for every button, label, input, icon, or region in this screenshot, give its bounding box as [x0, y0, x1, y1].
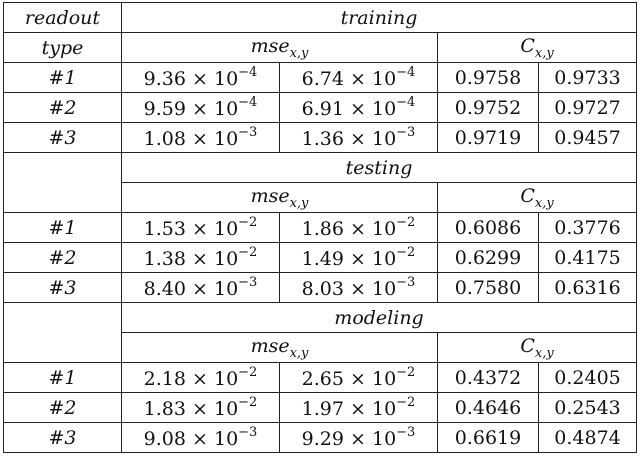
c-y-cell: 0.6316: [537, 272, 638, 303]
readout-id: #3: [3, 422, 122, 453]
table-row: #3 8.40 × 10−3 8.03 × 10−3 0.7580 0.6316: [3, 272, 638, 303]
blank-cell: [3, 302, 122, 363]
mse-x-cell: 9.36 × 10−4: [121, 62, 280, 93]
mse-y-cell: 1.49 × 10−2: [279, 242, 438, 273]
c-x-cell: 0.9719: [437, 122, 539, 153]
readout-id: #3: [3, 122, 122, 153]
metric-header-row: type msex,y Cx,y: [3, 32, 638, 63]
mse-x-cell: 2.18 × 10−2: [121, 362, 280, 393]
blank-cell: [3, 152, 122, 213]
mse-y-cell: 1.86 × 10−2: [279, 212, 438, 243]
c-y-cell: 0.2543: [537, 392, 638, 423]
mse-x-cell: 1.53 × 10−2: [121, 212, 280, 243]
c-y-cell: 0.9457: [537, 122, 638, 153]
mse-y-cell: 9.29 × 10−3: [279, 422, 438, 453]
c-x-cell: 0.9752: [437, 92, 539, 123]
mse-x-cell: 1.08 × 10−3: [121, 122, 280, 153]
type-header: type: [3, 32, 122, 63]
section-header-row: modeling: [3, 302, 638, 363]
mse-x-cell: 8.40 × 10−3: [121, 272, 280, 303]
mse-x-cell: 9.08 × 10−3: [121, 422, 280, 453]
mse-y-cell: 6.91 × 10−4: [279, 92, 438, 123]
mse-header: msex,y: [121, 32, 438, 63]
mse-header: msex,y: [121, 182, 438, 213]
correlation-header: Cx,y: [436, 32, 638, 63]
table-row: #1 2.18 × 10−2 2.65 × 10−2 0.4372 0.2405: [3, 362, 638, 393]
c-x-cell: 0.9758: [437, 62, 539, 93]
mse-y-cell: 2.65 × 10−2: [279, 362, 438, 393]
mse-y-cell: 8.03 × 10−3: [279, 272, 438, 303]
metric-header-row: msex,y Cx,y: [4, 182, 638, 213]
mse-x-cell: 1.83 × 10−2: [121, 392, 280, 423]
c-x-cell: 0.4646: [437, 392, 539, 423]
table-row: #3 9.08 × 10−3 9.29 × 10−3 0.6619 0.4874: [3, 422, 638, 453]
readout-id: #2: [3, 242, 122, 273]
mse-x-cell: 9.59 × 10−4: [121, 92, 280, 123]
c-y-cell: 0.9727: [537, 92, 638, 123]
correlation-header: Cx,y: [436, 182, 638, 213]
table-row: #1 9.36 × 10−4 6.74 × 10−4 0.9758 0.9733: [3, 62, 638, 93]
mse-y-cell: 6.74 × 10−4: [279, 62, 438, 93]
readout-id: #1: [3, 212, 122, 243]
c-x-cell: 0.6619: [437, 422, 539, 453]
c-y-cell: 0.9733: [537, 62, 638, 93]
readout-id: #2: [3, 92, 122, 123]
mse-y-cell: 1.97 × 10−2: [279, 392, 438, 423]
c-x-cell: 0.7580: [437, 272, 539, 303]
section-header-row: testing: [3, 152, 638, 213]
readout-id: #1: [3, 362, 122, 393]
c-x-cell: 0.4372: [437, 362, 539, 393]
mse-x-cell: 1.38 × 10−2: [121, 242, 280, 273]
table-row: #2 1.83 × 10−2 1.97 × 10−2 0.4646 0.2543: [3, 392, 638, 423]
section-label-modeling: modeling: [120, 302, 638, 333]
mse-header: msex,y: [121, 332, 438, 363]
c-y-cell: 0.3776: [537, 212, 638, 243]
c-x-cell: 0.6086: [437, 212, 539, 243]
c-y-cell: 0.2405: [537, 362, 638, 393]
c-x-cell: 0.6299: [437, 242, 539, 273]
table-row: #3 1.08 × 10−3 1.36 × 10−3 0.9719 0.9457: [3, 122, 638, 153]
readout-id: #1: [3, 62, 122, 93]
section-label-training: training: [120, 2, 638, 33]
section-header-row: readout training: [3, 2, 638, 33]
readout-header: readout: [3, 2, 122, 33]
c-y-cell: 0.4874: [537, 422, 638, 453]
table-row: #2 1.38 × 10−2 1.49 × 10−2 0.6299 0.4175: [3, 242, 638, 273]
section-label-testing: testing: [120, 152, 638, 183]
metric-header-row: msex,y Cx,y: [4, 332, 638, 363]
readout-id: #2: [3, 392, 122, 423]
results-table: readout training type msex,y Cx,y #1 9.3…: [3, 2, 638, 453]
readout-id: #3: [3, 272, 122, 303]
mse-y-cell: 1.36 × 10−3: [279, 122, 438, 153]
c-y-cell: 0.4175: [537, 242, 638, 273]
correlation-header: Cx,y: [436, 332, 638, 363]
table-row: #2 9.59 × 10−4 6.91 × 10−4 0.9752 0.9727: [3, 92, 638, 123]
table-row: #1 1.53 × 10−2 1.86 × 10−2 0.6086 0.3776: [3, 212, 638, 243]
